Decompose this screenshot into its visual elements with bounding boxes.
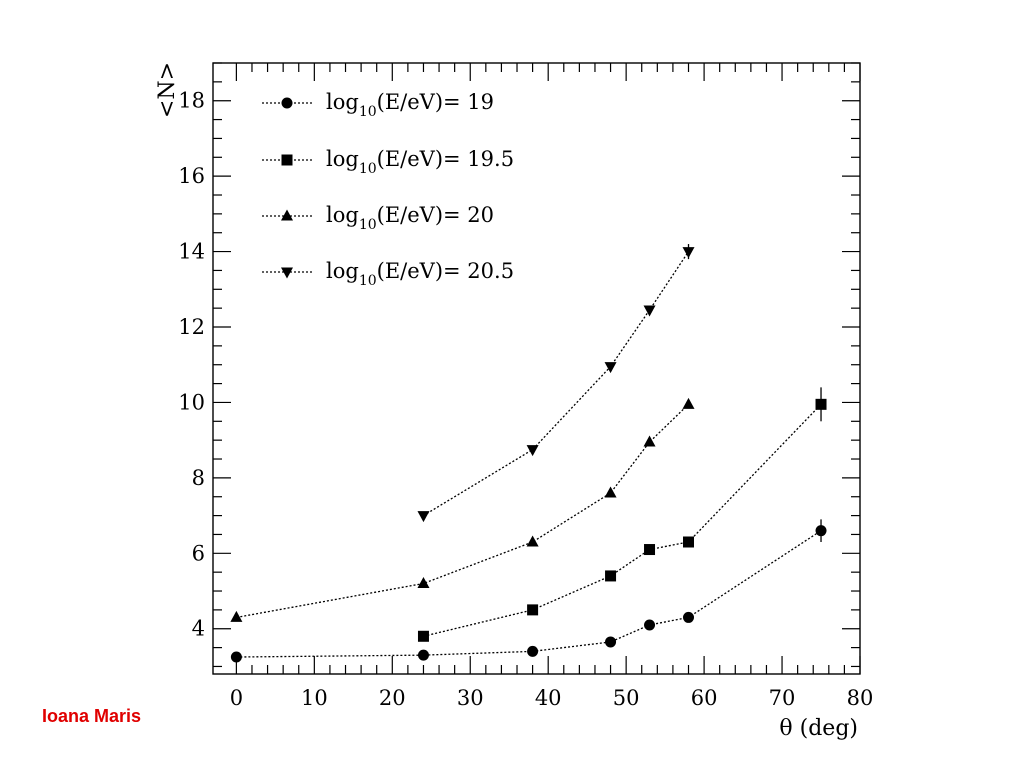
legend-marker — [281, 154, 293, 166]
data-point — [417, 511, 430, 523]
data-point — [815, 398, 827, 410]
data-point — [644, 619, 656, 631]
legend: log10(E/eV)= 19 log10(E/eV)= 19.5 log10(E/… — [262, 90, 514, 289]
y-tick-labels: 4 6 8 10 12 14 16 18 — [178, 89, 205, 641]
data-point — [526, 445, 539, 457]
data-point — [683, 611, 695, 623]
x-tick-label: 30 — [457, 686, 484, 710]
legend-label: log10(E/eV)= 19 — [326, 90, 494, 120]
y-tick-label: 8 — [192, 466, 205, 490]
data-point — [815, 525, 827, 537]
series-4 — [417, 244, 695, 523]
y-tick-label: 12 — [178, 315, 205, 339]
data-point — [527, 604, 539, 616]
data-point — [417, 630, 429, 642]
legend-label: log10(E/eV)= 19.5 — [326, 147, 514, 177]
y-tick-label: 18 — [178, 89, 205, 113]
legend-marker — [281, 209, 293, 221]
x-tick-labels: 0 10 20 30 40 50 60 70 80 — [230, 686, 874, 710]
author-label: Ioana Maris — [42, 706, 142, 726]
axis-ticks — [213, 62, 861, 674]
data-point — [682, 397, 695, 409]
series-1 — [230, 519, 827, 663]
data-point — [643, 435, 656, 447]
x-axis-title: θ (deg) — [779, 716, 858, 741]
legend-entry-3: log10(E/eV)= 20 — [262, 203, 494, 233]
series-1-line — [236, 530, 822, 658]
legend-entry-2: log10(E/eV)= 19.5 — [262, 147, 514, 177]
data-point — [605, 636, 617, 648]
data-point — [644, 544, 656, 556]
x-tick-label: 70 — [769, 686, 796, 710]
data-point — [604, 486, 617, 498]
x-tick-label: 40 — [535, 686, 562, 710]
series-layer — [230, 244, 827, 663]
y-tick-label: 6 — [192, 541, 205, 565]
data-point — [230, 610, 243, 622]
y-tick-label: 10 — [178, 390, 205, 414]
data-point — [527, 645, 539, 657]
y-tick-label: 16 — [178, 164, 205, 188]
data-point — [682, 247, 695, 259]
y-axis-title: <N> — [155, 62, 180, 118]
x-tick-label: 0 — [230, 686, 243, 710]
legend-label: log10(E/eV)= 20.5 — [326, 259, 514, 289]
data-point — [417, 576, 430, 588]
legend-label: log10(E/eV)= 20 — [326, 203, 494, 233]
series-4-line — [423, 251, 690, 517]
legend-entry-4: log10(E/eV)= 20.5 — [262, 259, 514, 289]
plot-frame — [212, 62, 861, 675]
x-tick-label: 80 — [847, 686, 874, 710]
data-point — [417, 649, 429, 661]
series-2-line — [423, 403, 822, 637]
x-tick-label: 50 — [613, 686, 640, 710]
data-point — [605, 570, 617, 582]
data-point — [604, 362, 617, 374]
legend-entry-1: log10(E/eV)= 19 — [262, 90, 494, 120]
x-tick-label: 20 — [379, 686, 406, 710]
legend-marker — [281, 267, 293, 279]
x-tick-label: 10 — [301, 686, 328, 710]
y-tick-label: 4 — [192, 617, 205, 641]
y-tick-label: 14 — [178, 240, 205, 264]
series-2 — [417, 387, 827, 642]
data-point — [643, 305, 656, 317]
x-tick-label: 60 — [691, 686, 718, 710]
series-3-line — [236, 403, 689, 619]
data-point — [230, 651, 242, 663]
legend-marker — [281, 97, 293, 109]
data-point — [526, 535, 539, 547]
data-point — [683, 536, 695, 548]
series-3 — [230, 397, 695, 622]
